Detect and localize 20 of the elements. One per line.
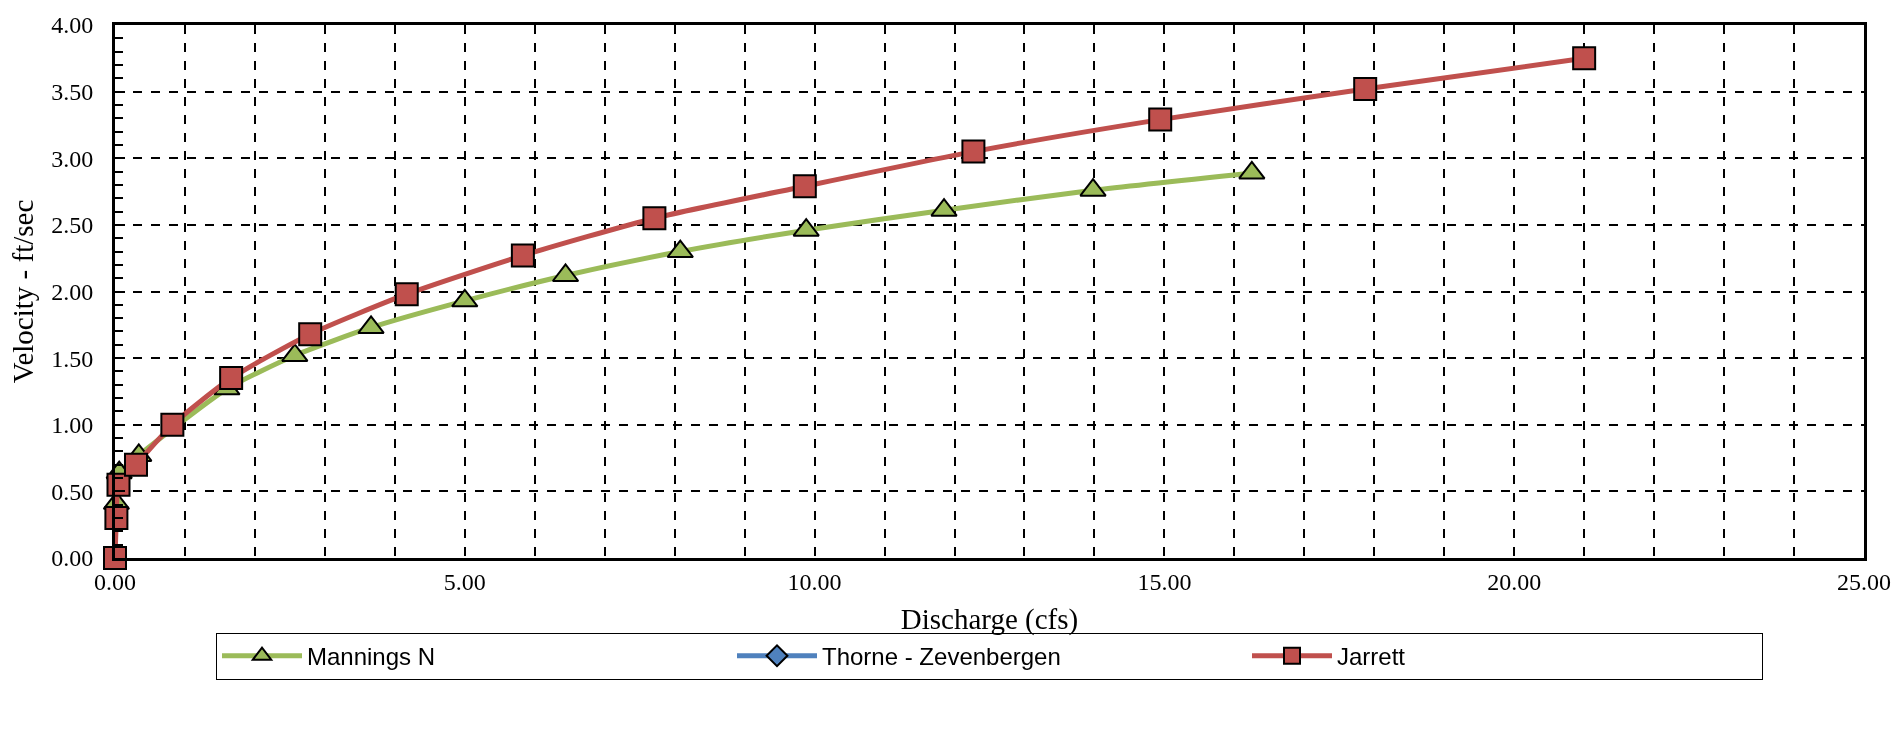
x-tick-label: 0.00 — [94, 568, 136, 595]
y-tick-label: 4.00 — [51, 12, 94, 39]
y-tick-label: 1.00 — [51, 412, 94, 439]
y-tick-label: 0.00 — [51, 545, 94, 572]
y-tick-label: 1.50 — [51, 345, 94, 372]
y-tick-label: 3.50 — [51, 79, 94, 106]
x-tick-label: 15.00 — [1137, 568, 1192, 595]
x-tick-label: 20.00 — [1487, 568, 1542, 595]
y-tick-label: 3.00 — [51, 145, 94, 172]
y-axis-title: Velocity - ft/sec — [6, 199, 39, 384]
x-axis-title: Discharge (cfs) — [900, 602, 1079, 636]
legend-label: Thorne - Zevenbergen — [822, 643, 1061, 671]
legend-label: Mannings N — [307, 643, 436, 671]
y-tick-label: 0.50 — [51, 478, 94, 505]
y-tick-label: 2.00 — [51, 278, 94, 305]
x-tick-label: 5.00 — [443, 568, 486, 595]
legend-label: Jarrett — [1337, 643, 1406, 671]
y-tick-label: 2.50 — [51, 212, 94, 239]
x-tick-label: 10.00 — [787, 568, 842, 595]
x-tick-label: 25.00 — [1837, 568, 1891, 595]
